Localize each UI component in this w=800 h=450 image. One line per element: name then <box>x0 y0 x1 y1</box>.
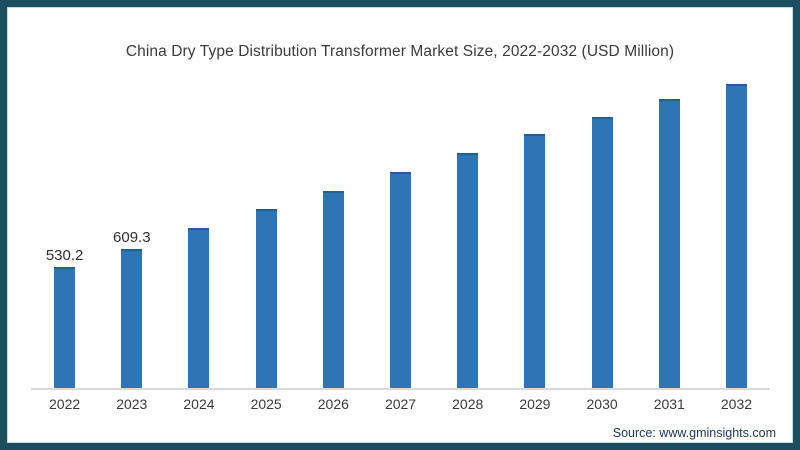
bar-2024 <box>188 228 210 388</box>
bar-2026 <box>322 190 344 388</box>
x-axis-labels: 2022 2023 2024 2025 2026 2027 2028 2029 2030 2031… <box>31 396 770 412</box>
bar-2029 <box>524 134 546 388</box>
bar-slot-2025 <box>233 60 300 388</box>
x-tick-2026: 2026 <box>317 396 349 412</box>
bar-2023: 609.3 <box>113 229 151 388</box>
bar-2022: 530.2 <box>46 247 83 388</box>
bar-2032 <box>725 84 747 388</box>
bar-slot-2022: 530.2 <box>31 60 98 388</box>
data-label-2023: 609.3 <box>113 229 151 247</box>
bar-2028 <box>457 153 479 388</box>
chart-title: China Dry Type Distribution Transformer … <box>125 43 675 60</box>
x-tick-2029: 2029 <box>519 396 551 412</box>
x-tick-2031: 2031 <box>653 396 685 412</box>
bar-slot-2027 <box>367 60 434 388</box>
x-axis-line <box>31 388 770 390</box>
bar-slot-2028 <box>434 60 501 388</box>
bar-slot-2026 <box>300 60 367 388</box>
plot-area: 530.2 609.3 <box>31 60 770 388</box>
bar-slot-2024 <box>165 60 232 388</box>
x-tick-2030: 2030 <box>586 396 618 412</box>
bar-slot-2032 <box>703 60 770 388</box>
bar-2025 <box>255 209 277 388</box>
bar-slot-2029 <box>501 60 568 388</box>
data-label-2022: 530.2 <box>45 247 84 265</box>
x-tick-2023: 2023 <box>116 396 148 412</box>
bar-slot-2023: 609.3 <box>98 60 165 388</box>
x-tick-2028: 2028 <box>452 396 484 412</box>
bar-2027 <box>390 172 412 388</box>
x-tick-2025: 2025 <box>250 396 282 412</box>
x-tick-2032: 2032 <box>720 396 753 412</box>
bar-2030 <box>591 116 613 388</box>
bar-slot-2031 <box>636 60 703 388</box>
source-note: Source: www.gminsights.com <box>612 426 776 440</box>
chart-panel: China Dry Type Distribution Transformer … <box>7 7 793 443</box>
x-tick-2024: 2024 <box>183 396 215 412</box>
bar-2031 <box>658 99 680 388</box>
x-tick-2027: 2027 <box>384 396 417 412</box>
x-tick-2022: 2022 <box>49 396 81 412</box>
bar-slot-2030 <box>569 60 636 388</box>
